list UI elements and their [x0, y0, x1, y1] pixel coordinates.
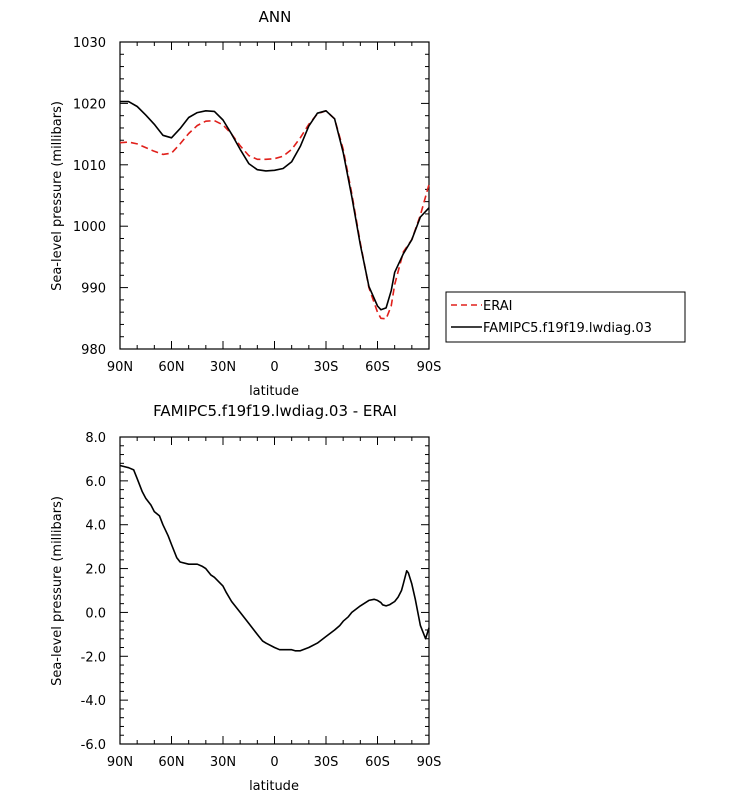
top-chart-y-axis-label: Sea-level pressure (millibars)	[50, 101, 65, 291]
bottom-chart-x-tick-label: 90N	[107, 755, 133, 770]
top-chart-x-tick-label: 60S	[365, 360, 390, 375]
top-chart-x-tick-labels: 90N 60N 30N 0 30S 60S 90S	[107, 360, 442, 375]
bottom-chart-y-tick-label: 0.0	[85, 606, 106, 621]
top-chart-x-tick-label: 60N	[158, 360, 184, 375]
bottom-chart-x-tick-label: 60S	[365, 755, 390, 770]
bottom-chart-x-tick-label: 0	[270, 755, 278, 770]
top-chart-x-tick-label: 90S	[417, 360, 442, 375]
top-chart-y-tick-label: 980	[81, 343, 106, 358]
top-chart-x-tick-label: 0	[270, 360, 278, 375]
top-chart-panel: ANN 980 990 1000 1010 1020 1030 90N 60N 30N 0 30S…	[50, 8, 441, 399]
top-chart-series-lines	[119, 100, 430, 320]
bottom-chart-y-tick-label: 8.0	[85, 431, 106, 446]
top-chart-series-line-erai	[119, 110, 430, 320]
top-chart-y-tick-label: 1000	[73, 220, 106, 235]
bottom-chart-y-tick-label: 6.0	[85, 475, 106, 490]
bottom-chart-x-axis-label: latitude	[249, 779, 299, 794]
legend-label-erai: ERAI	[483, 299, 512, 314]
top-chart-axis-ticks	[119, 41, 430, 350]
bottom-chart-y-tick-label: 4.0	[85, 519, 106, 534]
top-chart-title: ANN	[259, 8, 292, 26]
bottom-chart-y-axis-label: Sea-level pressure (millibars)	[50, 496, 65, 686]
bottom-chart-y-tick-label: -6.0	[81, 738, 106, 753]
bottom-chart-y-tick-label: 2.0	[85, 563, 106, 578]
bottom-chart-y-tick-labels: -6.0 -4.0 -2.0 0.0 2.0 4.0 6.0 8.0	[81, 431, 106, 753]
bottom-chart-title: FAMIPC5.f19f19.lwdiag.03 - ERAI	[153, 402, 397, 420]
bottom-chart-x-tick-label: 30N	[210, 755, 236, 770]
legend: ERAI FAMIPC5.f19f19.lwdiag.03	[445, 291, 686, 343]
top-chart-y-tick-label: 1020	[73, 97, 106, 112]
bottom-chart-y-tick-label: -2.0	[81, 650, 106, 665]
legend-label-model: FAMIPC5.f19f19.lwdiag.03	[483, 321, 652, 336]
bottom-chart-x-tick-label: 90S	[417, 755, 442, 770]
top-chart-y-tick-label: 1030	[73, 36, 106, 51]
top-chart-x-tick-label: 90N	[107, 360, 133, 375]
top-chart-x-axis-label: latitude	[249, 384, 299, 399]
top-chart-series-line-famipc5-f19f19-lwdiag-03	[120, 100, 430, 311]
bottom-chart-axis-ticks	[119, 436, 430, 745]
top-chart-plot-frame	[119, 41, 430, 350]
bottom-chart-x-tick-label: 30S	[314, 755, 339, 770]
top-chart-y-tick-label: 990	[81, 282, 106, 297]
bottom-chart-x-tick-label: 60N	[158, 755, 184, 770]
top-chart-x-tick-label: 30S	[314, 360, 339, 375]
bottom-chart-plot-frame	[119, 436, 430, 745]
bottom-chart-x-tick-labels: 90N 60N 30N 0 30S 60S 90S	[107, 755, 442, 770]
bottom-chart-panel: FAMIPC5.f19f19.lwdiag.03 - ERAI -6.0 -4.0…	[50, 402, 441, 794]
bottom-chart-series-lines	[119, 464, 430, 652]
top-chart-y-tick-label: 1010	[73, 159, 106, 174]
top-chart-y-tick-labels: 980 990 1000 1010 1020 1030	[73, 36, 106, 358]
top-chart-x-tick-label: 30N	[210, 360, 236, 375]
legend-box	[445, 291, 686, 343]
bottom-chart-series-line-1	[119, 464, 430, 652]
bottom-chart-y-tick-label: -4.0	[81, 694, 106, 709]
